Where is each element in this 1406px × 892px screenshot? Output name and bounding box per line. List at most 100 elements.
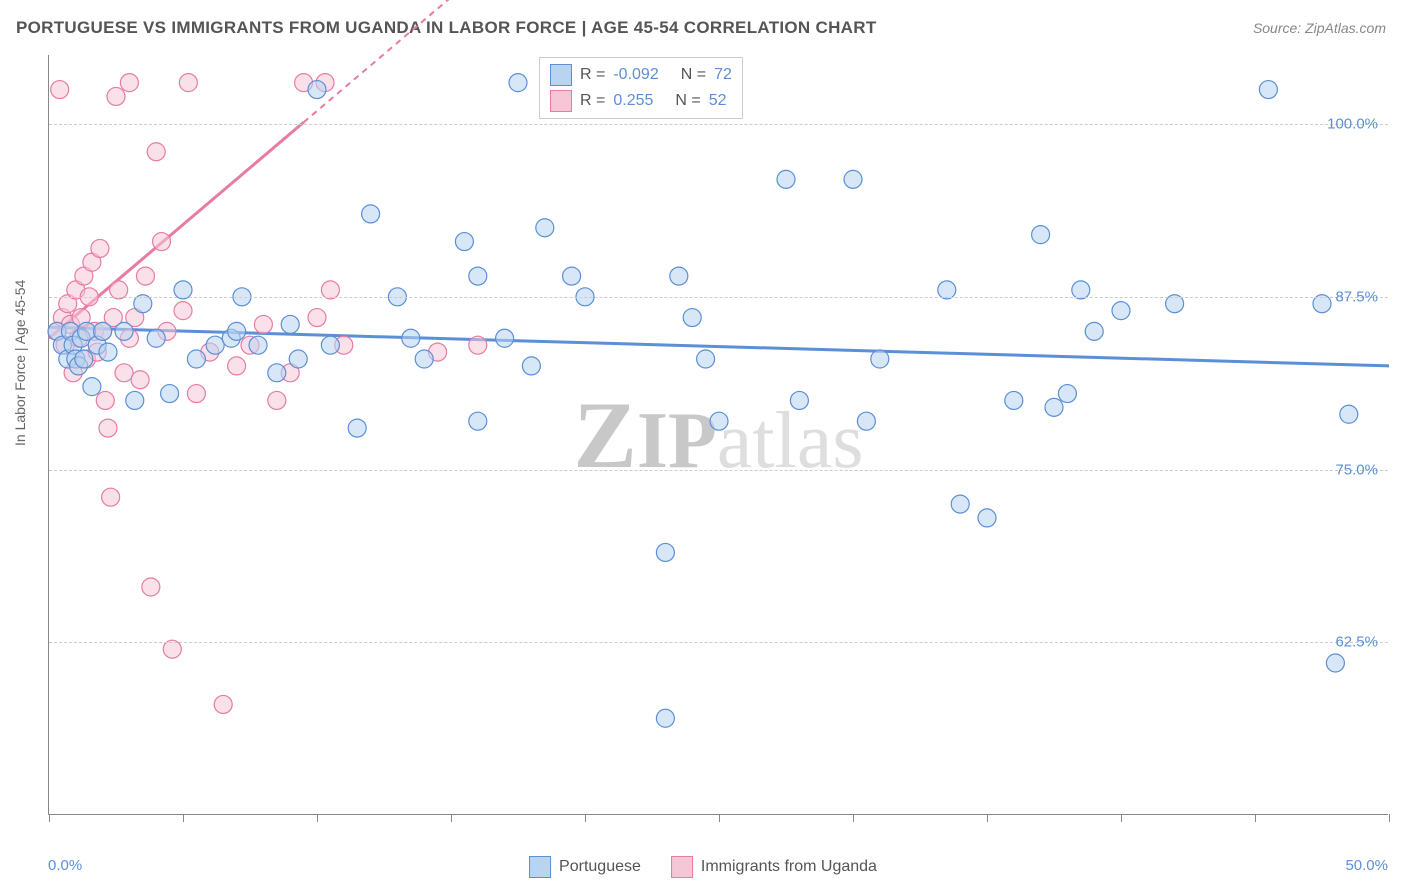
chart-title: PORTUGUESE VS IMMIGRANTS FROM UGANDA IN … [16, 18, 877, 38]
data-point [228, 357, 246, 375]
x-tick [853, 814, 854, 822]
data-point [83, 378, 101, 396]
data-point [142, 578, 160, 596]
data-point [268, 391, 286, 409]
data-point [790, 391, 808, 409]
data-point [1058, 385, 1076, 403]
swatch-portuguese [550, 64, 572, 86]
data-point [147, 143, 165, 161]
data-point [656, 543, 674, 561]
data-point [978, 509, 996, 527]
data-point [187, 350, 205, 368]
n-label: N = [681, 66, 706, 84]
data-point [871, 350, 889, 368]
data-point [656, 709, 674, 727]
data-point [308, 81, 326, 99]
data-point [187, 385, 205, 403]
data-point [536, 219, 554, 237]
x-tick [49, 814, 50, 822]
r-label: R = [580, 66, 605, 84]
data-point [469, 336, 487, 354]
data-point [1085, 322, 1103, 340]
data-point [179, 74, 197, 92]
data-point [844, 170, 862, 188]
data-point [683, 309, 701, 327]
data-point [455, 233, 473, 251]
data-point [522, 357, 540, 375]
data-point [415, 350, 433, 368]
data-point [1340, 405, 1358, 423]
data-point [254, 315, 272, 333]
x-tick [451, 814, 452, 822]
data-point [126, 391, 144, 409]
data-point [99, 419, 117, 437]
data-point [249, 336, 267, 354]
data-point [469, 267, 487, 285]
source-attribution: Source: ZipAtlas.com [1253, 20, 1386, 36]
legend-series: Portuguese Immigrants from Uganda [529, 856, 877, 878]
data-point [496, 329, 514, 347]
data-point [228, 322, 246, 340]
data-point [289, 350, 307, 368]
data-point [102, 488, 120, 506]
x-tick [1121, 814, 1122, 822]
data-point [670, 267, 688, 285]
data-point [153, 233, 171, 251]
data-point [161, 385, 179, 403]
x-tick [317, 814, 318, 822]
data-point [268, 364, 286, 382]
x-tick [1255, 814, 1256, 822]
data-point [857, 412, 875, 430]
scatter-svg [49, 55, 1388, 814]
swatch-portuguese [529, 856, 551, 878]
x-tick [183, 814, 184, 822]
data-point [96, 391, 114, 409]
data-point [1326, 654, 1344, 672]
data-point [75, 350, 93, 368]
data-point [206, 336, 224, 354]
data-point [1112, 302, 1130, 320]
y-tick-label: 87.5% [1335, 288, 1378, 305]
legend-item-uganda: Immigrants from Uganda [671, 856, 877, 878]
legend-correlation: R = -0.092 N = 72 R = 0.255 N = 52 [539, 57, 743, 119]
data-point [1005, 391, 1023, 409]
data-point [115, 364, 133, 382]
r-value-uganda: 0.255 [613, 92, 653, 110]
x-axis-max-label: 50.0% [1345, 857, 1388, 874]
data-point [1032, 226, 1050, 244]
data-point [120, 74, 138, 92]
x-tick [987, 814, 988, 822]
legend-item-portuguese: Portuguese [529, 856, 641, 878]
data-point [1259, 81, 1277, 99]
data-point [777, 170, 795, 188]
data-point [469, 412, 487, 430]
data-point [94, 322, 112, 340]
data-point [951, 495, 969, 513]
data-point [563, 267, 581, 285]
data-point [147, 329, 165, 347]
y-axis-title: In Labor Force | Age 45-54 [12, 280, 28, 446]
n-value-uganda: 52 [709, 92, 727, 110]
n-value-portuguese: 72 [714, 66, 732, 84]
data-point [710, 412, 728, 430]
data-point [107, 87, 125, 105]
r-label: R = [580, 92, 605, 110]
gridline [49, 297, 1388, 298]
y-tick-label: 62.5% [1335, 634, 1378, 651]
y-tick-label: 75.0% [1335, 461, 1378, 478]
data-point [131, 371, 149, 389]
x-tick [1389, 814, 1390, 822]
data-point [91, 239, 109, 257]
gridline [49, 470, 1388, 471]
x-axis-min-label: 0.0% [48, 857, 82, 874]
data-point [281, 315, 299, 333]
legend-label-portuguese: Portuguese [559, 858, 641, 876]
data-point [509, 74, 527, 92]
data-point [214, 695, 232, 713]
x-tick [719, 814, 720, 822]
x-tick [585, 814, 586, 822]
gridline [49, 642, 1388, 643]
data-point [348, 419, 366, 437]
legend-label-uganda: Immigrants from Uganda [701, 858, 877, 876]
data-point [99, 343, 117, 361]
